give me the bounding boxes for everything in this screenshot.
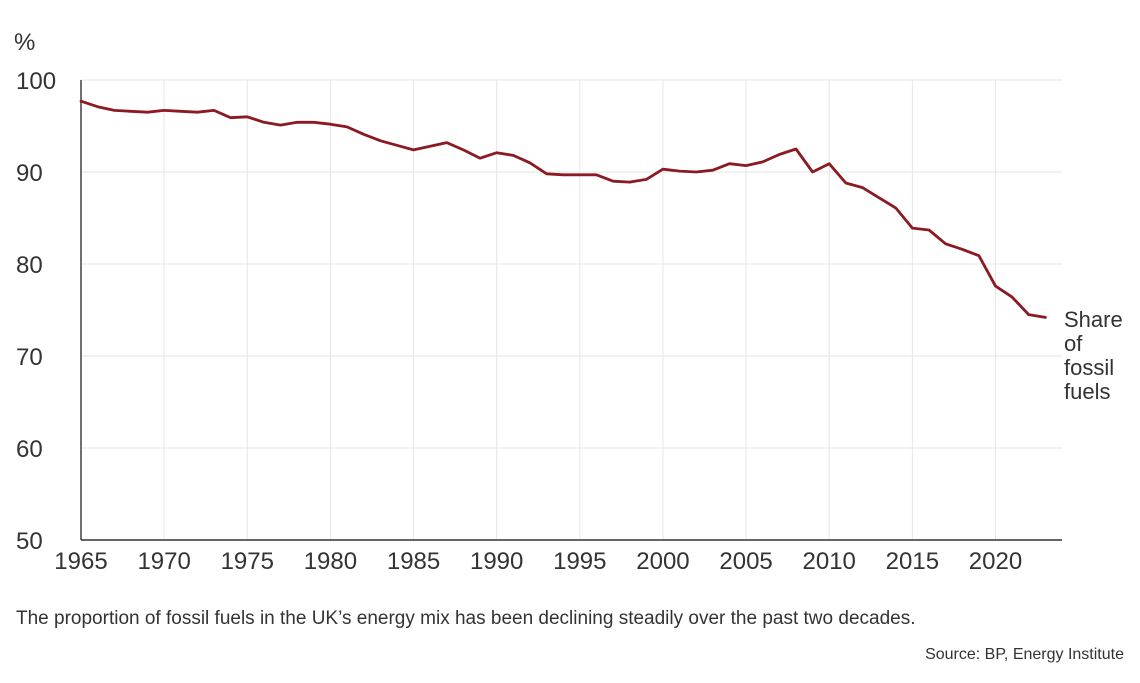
y-tick-label: 60: [16, 436, 43, 463]
y-tick-label: 50: [16, 528, 43, 555]
x-tick-label: 1990: [470, 548, 523, 575]
series-label-line: Share: [1064, 307, 1123, 332]
x-tick-label: 1995: [553, 548, 606, 575]
y-tick-label: 100: [16, 68, 56, 95]
chart-source: Source: BP, Energy Institute: [925, 646, 1124, 663]
series-line-share-of-fossil-fuels: [79, 99, 1047, 319]
labels: 100 90 80 70 60 50 1965 1970 1975 1980 1985 1990 199…: [14, 29, 1123, 575]
y-tick-label: 80: [16, 252, 43, 279]
series-layer: [79, 99, 1047, 319]
x-tick-label: 1965: [54, 548, 107, 575]
x-tick-label: 2005: [719, 548, 772, 575]
x-tick-label: 1975: [221, 548, 274, 575]
line-chart: 100 90 80 70 60 50 1965 1970 1975 1980 1985 1990 199…: [14, 29, 1123, 575]
x-tick-label: 2015: [886, 548, 939, 575]
y-tick-label: 70: [16, 344, 43, 371]
series-label-line: fossil: [1064, 355, 1114, 380]
x-tick-label: 1970: [137, 548, 190, 575]
y-axis-label: %: [14, 29, 35, 56]
gridlines: [81, 79, 1062, 540]
x-tick-label: 2000: [636, 548, 689, 575]
x-tick-label: 1980: [304, 548, 357, 575]
chart-caption: The proportion of fossil fuels in the UK…: [16, 608, 916, 629]
series-label-line: of: [1064, 331, 1083, 356]
x-tick-label: 2020: [969, 548, 1022, 575]
x-tick-label: 1985: [387, 548, 440, 575]
x-tick-label: 2010: [803, 548, 856, 575]
series-label-line: fuels: [1064, 379, 1110, 404]
axes: [80, 80, 1062, 541]
y-tick-label: 90: [16, 160, 43, 187]
